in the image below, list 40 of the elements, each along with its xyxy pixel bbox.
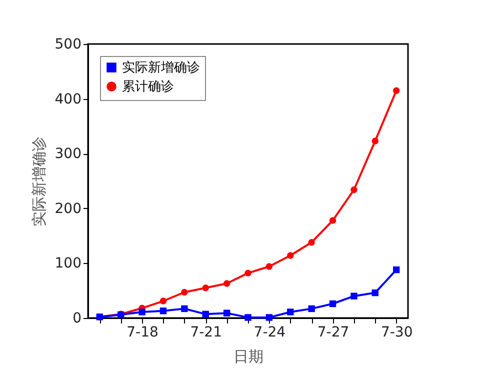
point <box>266 263 273 270</box>
y-tick-label: 200 <box>54 200 82 217</box>
point <box>160 308 167 314</box>
x-tick-label: 7-24 <box>254 324 286 340</box>
x-tick-label: 7-30 <box>380 324 413 340</box>
point <box>202 284 209 292</box>
x-tick-label: 7-27 <box>317 324 350 340</box>
x-tick-label: 7-18 <box>126 324 158 340</box>
point <box>329 300 336 308</box>
point <box>329 217 336 224</box>
point <box>308 239 315 246</box>
point <box>202 310 209 318</box>
point <box>138 308 146 316</box>
point <box>160 298 167 304</box>
legend-label: 实际新增确诊 <box>122 60 200 76</box>
point <box>181 305 188 312</box>
x-tick-label: 7-21 <box>190 324 222 340</box>
legend-label: 累计确诊 <box>122 80 174 94</box>
point <box>350 186 358 194</box>
y-tick-label: 300 <box>54 146 82 162</box>
point <box>244 314 252 321</box>
point <box>350 292 358 300</box>
point <box>372 138 379 144</box>
y-tick-label: 500 <box>54 36 82 52</box>
y-tick-label: 0 <box>72 310 82 326</box>
x-axis-title: 日期 <box>234 348 264 366</box>
point <box>223 310 230 316</box>
point <box>372 289 379 296</box>
point <box>287 252 294 259</box>
point <box>392 87 400 94</box>
point <box>287 308 294 316</box>
point <box>308 305 315 312</box>
point <box>244 270 252 276</box>
y-tick-label: 400 <box>54 91 82 108</box>
point <box>223 280 230 287</box>
point <box>266 314 273 321</box>
y-tick-label: 100 <box>54 256 82 272</box>
point <box>392 266 400 274</box>
y-axis-title: 实际新增确诊 <box>30 136 48 226</box>
point <box>181 288 188 296</box>
